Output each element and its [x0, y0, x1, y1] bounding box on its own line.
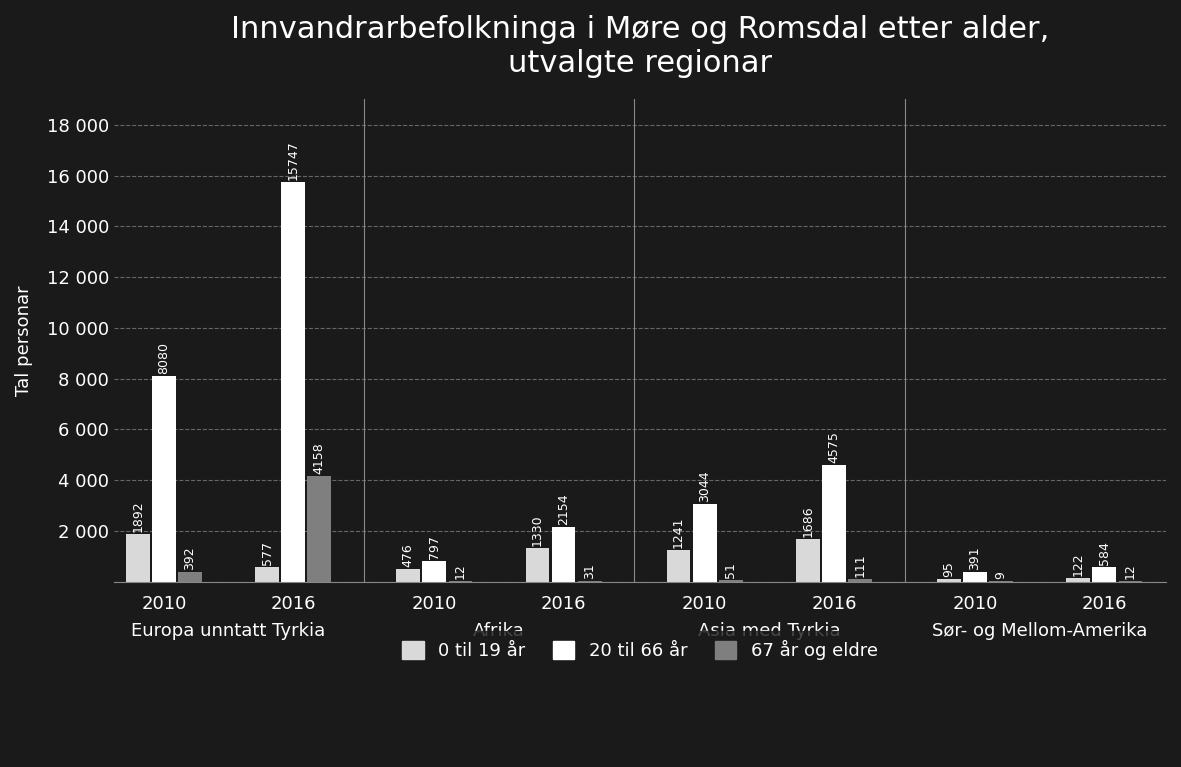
Bar [964, 571, 987, 581]
Text: 8080: 8080 [157, 343, 170, 374]
Text: 1241: 1241 [672, 516, 685, 548]
Title: Innvandrarbefolkninga i Møre og Romsdal etter alder,
utvalgte regionar: Innvandrarbefolkninga i Møre og Romsdal … [230, 15, 1049, 77]
Text: 4575: 4575 [828, 432, 841, 463]
Bar [397, 569, 420, 581]
Text: 1892: 1892 [131, 500, 144, 532]
Text: Europa unntatt Tyrkia: Europa unntatt Tyrkia [131, 622, 326, 640]
Bar [255, 567, 279, 581]
Text: 95: 95 [942, 561, 955, 577]
Text: Afrika: Afrika [474, 622, 524, 640]
Text: Sør- og Mellom-Amerika: Sør- og Mellom-Amerika [932, 622, 1148, 640]
Text: 15747: 15747 [287, 140, 300, 180]
Text: 4158: 4158 [313, 443, 326, 474]
Bar [552, 527, 575, 581]
Bar [526, 548, 549, 581]
Text: 111: 111 [854, 553, 867, 577]
Bar [178, 571, 202, 581]
Text: 9: 9 [994, 571, 1007, 579]
Text: 577: 577 [261, 541, 274, 565]
Bar [938, 579, 961, 581]
Text: 122: 122 [1071, 553, 1084, 577]
Text: 31: 31 [583, 563, 596, 579]
Bar [281, 182, 305, 581]
Bar [423, 561, 446, 581]
Text: Asia med Tyrkia: Asia med Tyrkia [698, 622, 841, 640]
Bar [1066, 578, 1090, 581]
Text: 2154: 2154 [557, 493, 570, 525]
Text: 476: 476 [402, 544, 415, 568]
Text: 584: 584 [1098, 541, 1111, 565]
Bar [848, 579, 872, 581]
Bar [126, 534, 150, 581]
Legend: 0 til 19 år, 20 til 66 år, 67 år og eldre: 0 til 19 år, 20 til 66 år, 67 år og eldr… [393, 630, 887, 669]
Text: 1686: 1686 [802, 505, 815, 537]
Text: 12: 12 [1124, 564, 1137, 579]
Bar [667, 550, 691, 581]
Bar [1092, 567, 1116, 581]
Bar [307, 476, 331, 581]
Bar [822, 466, 846, 581]
Bar [796, 538, 820, 581]
Text: 51: 51 [724, 562, 737, 578]
Y-axis label: Tal personar: Tal personar [15, 285, 33, 396]
Text: 391: 391 [968, 546, 981, 570]
Text: 12: 12 [454, 564, 466, 579]
Bar [693, 504, 717, 581]
Text: 3044: 3044 [698, 471, 711, 502]
Text: 797: 797 [428, 535, 441, 559]
Text: 1330: 1330 [531, 514, 544, 546]
Bar [152, 377, 176, 581]
Text: 392: 392 [183, 546, 196, 570]
